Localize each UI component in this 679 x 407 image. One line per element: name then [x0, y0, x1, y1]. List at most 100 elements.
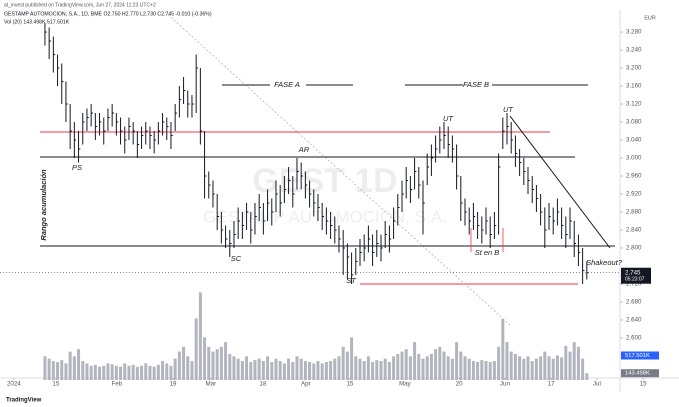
volume-bar: [421, 358, 425, 380]
volume-bar: [518, 356, 522, 380]
volume-bar: [114, 365, 118, 380]
volume-bar: [102, 365, 106, 380]
volume-bar: [459, 351, 463, 380]
volume-bar: [425, 356, 429, 380]
watermark: GEST 1D: [252, 162, 397, 200]
y-tick-label: 2.680: [626, 299, 642, 306]
last-price-label: 2.745: [625, 269, 641, 276]
volume-bar: [249, 362, 253, 380]
volume-bar: [295, 356, 299, 380]
volume-bar: [358, 358, 362, 380]
volume-bar: [68, 351, 72, 380]
volume-bar: [509, 351, 513, 380]
volume-bar: [366, 356, 370, 380]
volume-bar: [526, 356, 530, 380]
volume-bar: [194, 318, 198, 380]
currency: EUR: [644, 15, 656, 21]
countdown-label: 05:23:07: [625, 277, 645, 283]
volume-bar: [165, 363, 169, 380]
volume-bar: [299, 358, 303, 380]
volume-bar: [572, 342, 576, 380]
volume-bar: [60, 360, 64, 380]
volume-bar: [135, 366, 139, 380]
y-tick-label: 3.080: [626, 119, 642, 126]
volume-bar: [450, 358, 454, 380]
volume-bar: [442, 351, 446, 380]
y-tick-label: 2.720: [626, 281, 642, 288]
volume-bar: [245, 356, 249, 380]
x-tick-label: 15: [346, 381, 353, 388]
volume-bar: [81, 361, 85, 380]
volume-label: 143.498K: [625, 371, 650, 377]
annotation: PS: [72, 163, 82, 172]
x-tick-label: Mar: [206, 381, 217, 388]
y-tick-label: 3.240: [626, 47, 642, 54]
volume-bar: [497, 346, 501, 380]
volume-bar: [539, 356, 543, 380]
volume-bar: [43, 356, 47, 380]
volume-bar: [106, 363, 110, 380]
volume-bar: [148, 365, 152, 380]
annotation: Shakeout?: [586, 258, 623, 267]
volume-bar: [270, 362, 274, 380]
volume-bar: [345, 351, 349, 380]
y-tick-label: 3.040: [626, 137, 642, 144]
volume-bar: [375, 360, 379, 380]
volume-bar: [127, 365, 131, 380]
volume-bar: [324, 362, 328, 380]
volume-bar: [131, 364, 135, 380]
volume-line: Vol (20) 143.498K 517.501K: [4, 19, 70, 25]
volume-bar: [198, 292, 202, 380]
volume-bar: [560, 357, 564, 380]
x-tick-label: 2024: [7, 381, 21, 388]
annotation: Rango acumulación: [39, 169, 48, 241]
volume-bar: [312, 363, 316, 380]
volume-bar: [417, 353, 421, 380]
x-tick-label: 17: [548, 381, 555, 388]
y-tick-label: 3.200: [626, 65, 642, 72]
volume-bar: [110, 364, 114, 380]
volume-bar: [261, 361, 265, 380]
x-tick-label: 20: [456, 381, 463, 388]
volume-bar: [123, 363, 127, 380]
volume-bar: [400, 351, 404, 380]
y-tick-label: 3.160: [626, 83, 642, 90]
volume-bar: [173, 358, 177, 380]
volume-bar: [362, 361, 366, 380]
volume-bar: [350, 337, 354, 380]
y-tick-label: 2.880: [626, 209, 642, 216]
volume-bar: [585, 373, 589, 380]
volume-bar: [47, 358, 51, 380]
volume-bar: [568, 351, 572, 380]
volume-bar: [555, 355, 559, 380]
annotation: AR: [298, 145, 310, 154]
volume-bar: [161, 361, 165, 380]
volume-bar: [177, 351, 181, 380]
y-tick-label: 2.840: [626, 227, 642, 234]
volume-bar: [257, 358, 261, 380]
volume-label: 517.501K: [625, 353, 650, 359]
volume-bar: [392, 356, 396, 380]
volume-bar: [337, 356, 341, 380]
volume-bar: [551, 358, 555, 380]
volume-bar: [144, 363, 148, 380]
y-tick-label: 2.640: [626, 317, 642, 324]
volume-bar: [522, 358, 526, 380]
volume-bar: [56, 362, 60, 380]
volume-bar: [190, 361, 194, 380]
volume-bar: [152, 366, 156, 380]
volume-bar: [287, 358, 291, 380]
volume-bar: [463, 356, 467, 380]
volume-bar: [534, 358, 538, 380]
downtrend-line: [509, 115, 611, 249]
volume-bar: [564, 345, 568, 380]
volume-bar: [211, 351, 215, 380]
annotation: UT: [443, 114, 454, 123]
volume-bar: [543, 351, 547, 380]
y-tick-label: 3.120: [626, 101, 642, 108]
volume-bar: [274, 358, 278, 380]
volume-bar: [408, 356, 412, 380]
volume-bar: [547, 356, 551, 380]
footer-logo: TradingView: [6, 398, 42, 404]
volume-bar: [513, 353, 517, 380]
